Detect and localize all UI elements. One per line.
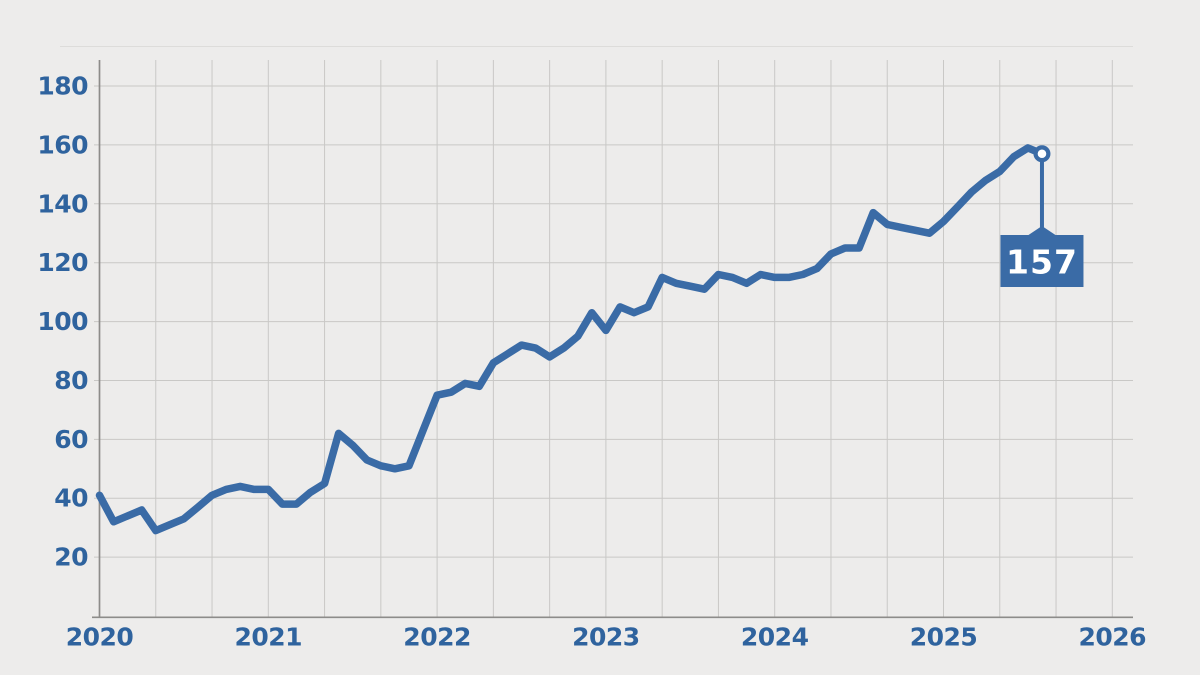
x-tick-label: 2023 xyxy=(572,623,640,652)
x-tick-label: 2024 xyxy=(741,623,809,652)
data-line xyxy=(95,144,1046,535)
x-tick-label: 2026 xyxy=(1079,623,1147,652)
x-tick-label: 2020 xyxy=(66,623,134,652)
y-tick-label: 100 xyxy=(37,307,88,336)
y-tick-label: 160 xyxy=(37,130,88,159)
end-marker-circle xyxy=(1033,145,1051,163)
x-tick-label: 2025 xyxy=(910,623,978,652)
value-callout-flag xyxy=(1000,226,1084,287)
end-value-label: 157 xyxy=(1006,243,1078,282)
y-tick-label: 80 xyxy=(54,366,88,395)
y-tick-label: 40 xyxy=(54,484,88,513)
y-tick-label: 60 xyxy=(54,425,88,454)
y-tick-label: 20 xyxy=(54,543,88,572)
x-tick-label: 2021 xyxy=(235,623,303,652)
x-tick-label: 2022 xyxy=(403,623,471,652)
y-tick-label: 180 xyxy=(37,72,88,101)
y-tick-label: 140 xyxy=(37,189,88,218)
y-tick-label: 120 xyxy=(37,248,88,277)
